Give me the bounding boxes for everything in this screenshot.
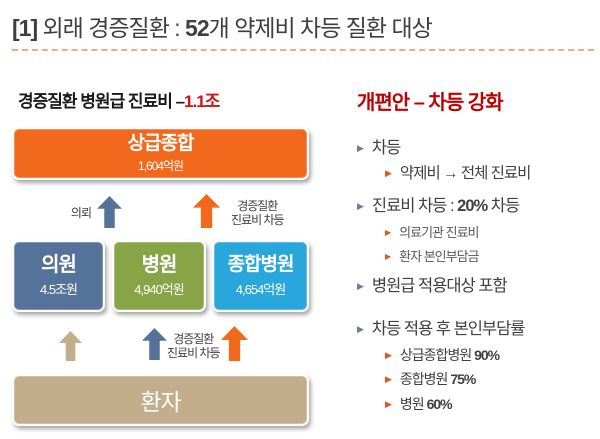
bullet-item: ▶ 약제비 → 전체 진료비 — [385, 161, 531, 183]
bullet-post: 차등 — [487, 197, 520, 215]
box-hospital: 병원 4,940억원 — [112, 240, 206, 312]
triangle-bullet-icon: ▶ — [385, 252, 391, 261]
bullet-text: 병원급 적용대상 포함 — [371, 277, 508, 295]
bullet-text: 차등 — [371, 139, 401, 157]
bullet-text: 차등 적용 후 본인부담률 — [371, 320, 526, 338]
referral-label: 의뢰 — [70, 206, 92, 220]
bullet-text: 병원 — [399, 396, 427, 412]
triangle-bullet-icon: ▶ — [385, 374, 392, 384]
box-clinic: 의원 4.5조원 — [12, 240, 105, 312]
bullet-item: ▶ 상급종합병원 90% — [385, 345, 500, 365]
triangle-bullet-icon: ▶ — [385, 168, 392, 178]
bullet-item: ▶ 차등 적용 후 본인부담률 — [357, 315, 526, 339]
box-general-hospital: 종합병원 4,654억원 — [212, 240, 309, 312]
box-general-name: 종합병원 — [227, 254, 295, 275]
bullet-item: ▶ 진료비 차등 : 20% 차등 — [357, 192, 520, 216]
box-hospital-value: 4,940억원 — [134, 282, 184, 297]
box-general-value: 4,654억원 — [235, 282, 286, 297]
up-arrow-tan-icon — [59, 331, 82, 361]
box-tertiary-value: 1,604억원 — [137, 159, 184, 173]
bullet-item: ▶ 환자 본인부담금 — [385, 246, 480, 265]
up-arrow-blue-icon — [142, 328, 167, 360]
up-arrow-blue-icon — [97, 196, 122, 228]
bullet-bold: 60% — [426, 396, 453, 412]
left-heading-value: 1.1조 — [184, 92, 220, 111]
triangle-bullet-icon: ▶ — [357, 281, 364, 291]
left-section-heading: 경증질환 병원급 진료비 –1.1조 — [18, 87, 220, 112]
bullet-bold: 75% — [450, 371, 476, 387]
bullet-text: 진료비 차등 : — [371, 197, 458, 215]
up-arrow-orange-icon — [193, 194, 220, 228]
bullet-text: 종합병원 — [399, 371, 451, 387]
box-tertiary-name: 상급종합 — [127, 133, 195, 154]
bullet-text: 환자 본인부담금 — [399, 249, 479, 264]
right-section-heading: 개편안 – 차등 강화 — [357, 92, 504, 114]
triangle-bullet-icon: ▶ — [357, 324, 364, 334]
bullet-text: 의료기관 진료비 — [399, 225, 479, 240]
bullet-item: ▶ 병원급 적용대상 포함 — [357, 272, 508, 296]
diff-label-top: 경증질환 진료비 차등 — [231, 199, 285, 227]
bullet-text: 상급종합병원 — [399, 347, 475, 363]
box-hospital-name: 병원 — [141, 254, 178, 276]
bullet-item: ▶ 차등 — [357, 134, 401, 158]
bullet-item: ▶ 종합병원 75% — [385, 369, 476, 389]
triangle-bullet-icon: ▶ — [357, 143, 364, 153]
bullet-item: ▶ 병원 60% — [385, 394, 453, 414]
title-text-2: 개 약제비 차등 질환 대상 — [208, 15, 433, 41]
bullet-bold: 20% — [457, 197, 488, 215]
title-count: 52 — [185, 15, 210, 41]
bullet-bold: 90% — [474, 347, 500, 363]
diff-label-bottom: 경증질환 진료비 차등 — [167, 332, 221, 360]
triangle-bullet-icon: ▶ — [385, 228, 391, 237]
left-heading-text: 경증질환 병원급 진료비 – — [18, 92, 185, 111]
up-arrow-orange-icon — [221, 326, 248, 361]
box-patient-name: 환자 — [140, 389, 181, 415]
box-clinic-name: 의원 — [41, 254, 77, 276]
bullet-item: ▶ 의료기관 진료비 — [385, 222, 480, 241]
box-tertiary-hospital: 상급종합 1,604억원 — [12, 127, 309, 180]
triangle-bullet-icon: ▶ — [385, 350, 392, 360]
dashed-separator — [12, 49, 594, 51]
title-text-1: 외래 경증질환 : — [37, 15, 186, 41]
triangle-bullet-icon: ▶ — [357, 201, 364, 211]
triangle-bullet-icon: ▶ — [385, 399, 392, 409]
title-number: [1] — [12, 15, 38, 41]
box-clinic-value: 4.5조원 — [40, 282, 78, 297]
page-title: [1] 외래 경증질환 : 52개 약제비 차등 질환 대상 — [12, 9, 433, 43]
bullet-text: 약제비 → 전체 진료비 — [399, 165, 531, 182]
box-patient: 환자 — [12, 374, 309, 426]
